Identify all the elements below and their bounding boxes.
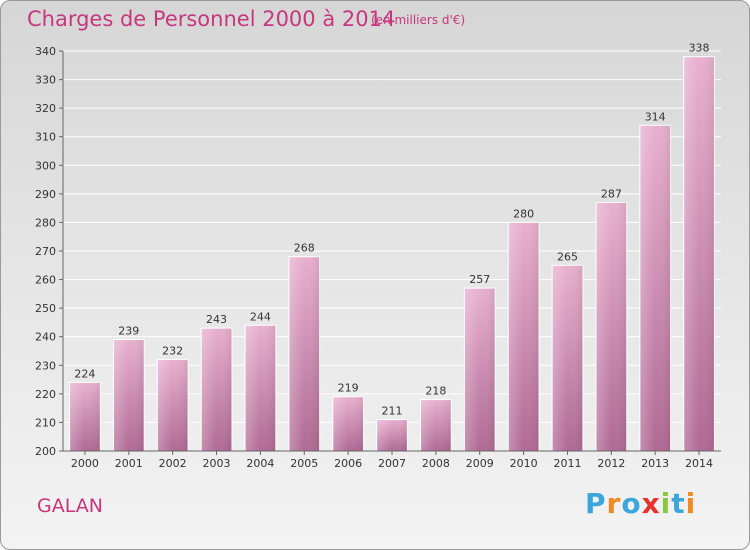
x-axis-ticks: 2000 2001 2002 2003 2004 2005 2006 2007 2008 2009… (71, 451, 713, 470)
chart-title: Charges de Personnel 2000 à 2014 (27, 7, 396, 31)
bar-shine (332, 396, 364, 451)
y-tick-label: 310 (35, 131, 56, 144)
x-tick-label: 2011 (553, 457, 581, 470)
x-tick-label: 2001 (115, 457, 143, 470)
data-label: 211 (382, 405, 403, 418)
y-tick-label: 290 (35, 188, 56, 201)
data-label: 287 (601, 187, 622, 200)
data-label: 257 (469, 273, 490, 286)
x-tick-label: 2004 (246, 457, 274, 470)
x-tick-label: 2013 (641, 457, 669, 470)
data-label: 239 (118, 325, 139, 338)
data-label: 218 (425, 385, 446, 398)
x-tick-label: 2007 (378, 457, 406, 470)
y-tick-label: 280 (35, 216, 56, 229)
bars (69, 56, 715, 452)
bar-shine (288, 256, 320, 451)
y-tick-label: 260 (35, 274, 56, 287)
bar-shine (464, 288, 496, 451)
x-tick-label: 2002 (159, 457, 187, 470)
bar-shine (639, 125, 671, 452)
logo-letter: o (621, 487, 642, 520)
logo-letter: r (606, 487, 622, 520)
y-tick-label: 300 (35, 159, 56, 172)
bar-shine (508, 222, 539, 451)
commune-name: GALAN (37, 495, 103, 517)
x-tick-label: 2003 (203, 457, 231, 470)
bar-shine (245, 325, 276, 451)
data-label: 219 (338, 382, 359, 395)
bar-shine (683, 56, 715, 451)
bar-shine (157, 359, 189, 451)
y-tick-label: 220 (35, 388, 56, 401)
y-tick-label: 200 (35, 445, 56, 458)
y-tick-label: 240 (35, 331, 56, 344)
x-tick-label: 2014 (685, 457, 713, 470)
logo-letter: t (671, 487, 686, 520)
bar-shine (595, 202, 627, 451)
y-tick-label: 340 (35, 45, 56, 58)
data-labels: 224 239 232 243 244 268 219 211 218 257 280 265 287 3… (74, 42, 709, 418)
logo-letter: i (660, 487, 672, 520)
bar-shine (113, 339, 145, 451)
data-label: 232 (162, 345, 183, 358)
y-tick-label: 210 (35, 416, 56, 429)
y-tick-label: 330 (35, 74, 56, 87)
x-tick-label: 2012 (597, 457, 625, 470)
y-axis-ticks: 200 210 220 230 240 250 260 270 280 290 300 310 320 3… (35, 45, 63, 458)
bar-shine (376, 419, 408, 451)
bar-shine (201, 328, 232, 451)
logo-letter: P (585, 487, 607, 520)
y-tick-label: 320 (35, 102, 56, 115)
x-tick-label: 2009 (466, 457, 494, 470)
y-tick-label: 250 (35, 302, 56, 315)
logo-letter: i (685, 487, 697, 520)
data-label: 338 (689, 42, 710, 55)
x-tick-label: 2005 (290, 457, 318, 470)
bar-shine (69, 382, 101, 451)
data-label: 280 (513, 207, 534, 220)
bar-shine (420, 399, 452, 451)
chart-subtitle: (en milliers d'€) (371, 13, 466, 27)
x-tick-label: 2006 (334, 457, 362, 470)
bar-shine (552, 265, 583, 451)
y-tick-label: 230 (35, 359, 56, 372)
data-label: 244 (250, 310, 271, 323)
x-tick-label: 2010 (510, 457, 538, 470)
data-label: 224 (74, 367, 95, 380)
proxiti-logo[interactable]: Proxiti (585, 487, 696, 520)
data-label: 243 (206, 313, 227, 326)
data-label: 268 (294, 242, 315, 255)
x-tick-label: 2000 (71, 457, 99, 470)
data-label: 314 (645, 110, 666, 123)
x-tick-label: 2008 (422, 457, 450, 470)
logo-letter: x (641, 487, 661, 520)
y-tick-label: 270 (35, 245, 56, 258)
data-label: 265 (557, 250, 578, 263)
